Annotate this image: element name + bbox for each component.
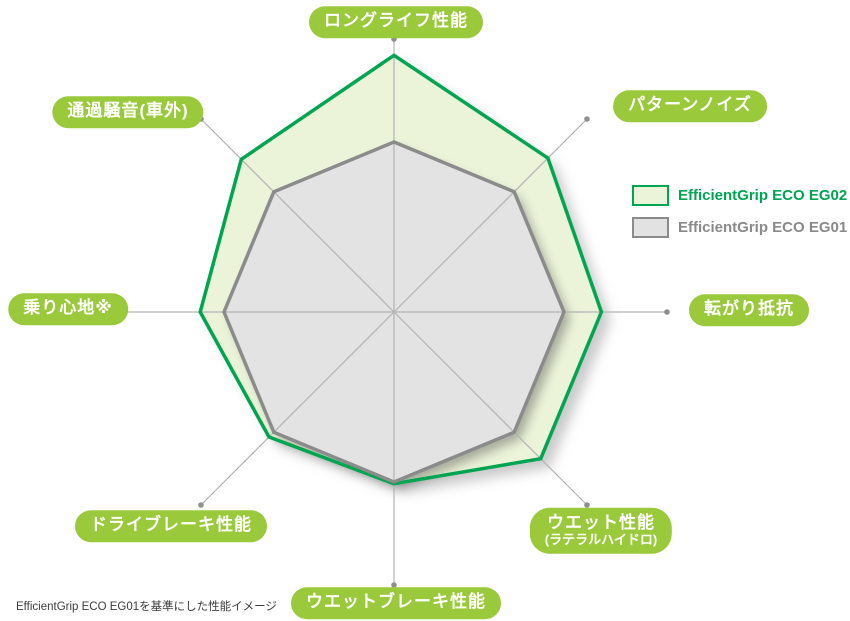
eg01-stroke-polygon <box>222 140 566 484</box>
axis-line <box>393 118 588 313</box>
axis-label-subtext: (ラテラルハイドロ) <box>544 531 658 547</box>
axis-end-dot <box>198 502 204 508</box>
axis-label-passby-noise: 通過騒音(車外) <box>52 96 204 128</box>
axis-label-text: パターンノイズ <box>628 95 752 115</box>
legend-item-eg01: EfficientGrip ECO EG01 <box>632 217 847 238</box>
axis-label-wet-performance: ウエット性能 (ラテラルハイドロ) <box>529 507 673 555</box>
legend-label-eg02: EfficientGrip ECO EG02 <box>678 187 848 204</box>
axis-line <box>393 311 588 506</box>
axis-end-dot <box>584 502 590 508</box>
axis-label-text: 通過騒音(車外) <box>67 101 189 121</box>
stroke-polygons <box>198 53 604 486</box>
legend: EfficientGrip ECO EG02 EfficientGrip ECO… <box>632 185 847 238</box>
axis-label-text: ウエット性能 <box>547 512 655 532</box>
axis-end-dot <box>664 309 670 315</box>
axis-label-rolling-resistance: 転がり抵抗 <box>689 294 809 326</box>
footnote: EfficientGrip ECO EG01を基準にした性能イメージ <box>16 601 277 613</box>
axis-line <box>200 311 395 506</box>
axis-label-text: 乗り心地※ <box>23 298 113 318</box>
axis-label-text: ドライブレーキ性能 <box>90 515 252 535</box>
axis-label-dry-brake: ドライブレーキ性能 <box>75 510 267 542</box>
axis-label-text: 転がり抵抗 <box>704 299 794 319</box>
axis-label-wet-brake: ウエットブレーキ性能 <box>291 587 501 619</box>
axis-end-dot <box>391 582 397 588</box>
axis-label-ride-comfort: 乗り心地※ <box>8 293 128 325</box>
axis-end-dot <box>584 116 590 122</box>
legend-label-eg01: EfficientGrip ECO EG01 <box>678 219 848 236</box>
legend-swatch-eg01 <box>632 217 669 238</box>
axis-label-long-life: ロングライフ性能 <box>309 6 483 38</box>
axis-label-pattern-noise: パターンノイズ <box>613 90 767 122</box>
legend-swatch-eg02 <box>632 185 669 206</box>
axis-label-text: ロングライフ性能 <box>324 11 468 31</box>
axis-label-text: ウエットブレーキ性能 <box>306 592 486 612</box>
legend-item-eg02: EfficientGrip ECO EG02 <box>632 185 847 206</box>
axis-line <box>200 118 395 313</box>
